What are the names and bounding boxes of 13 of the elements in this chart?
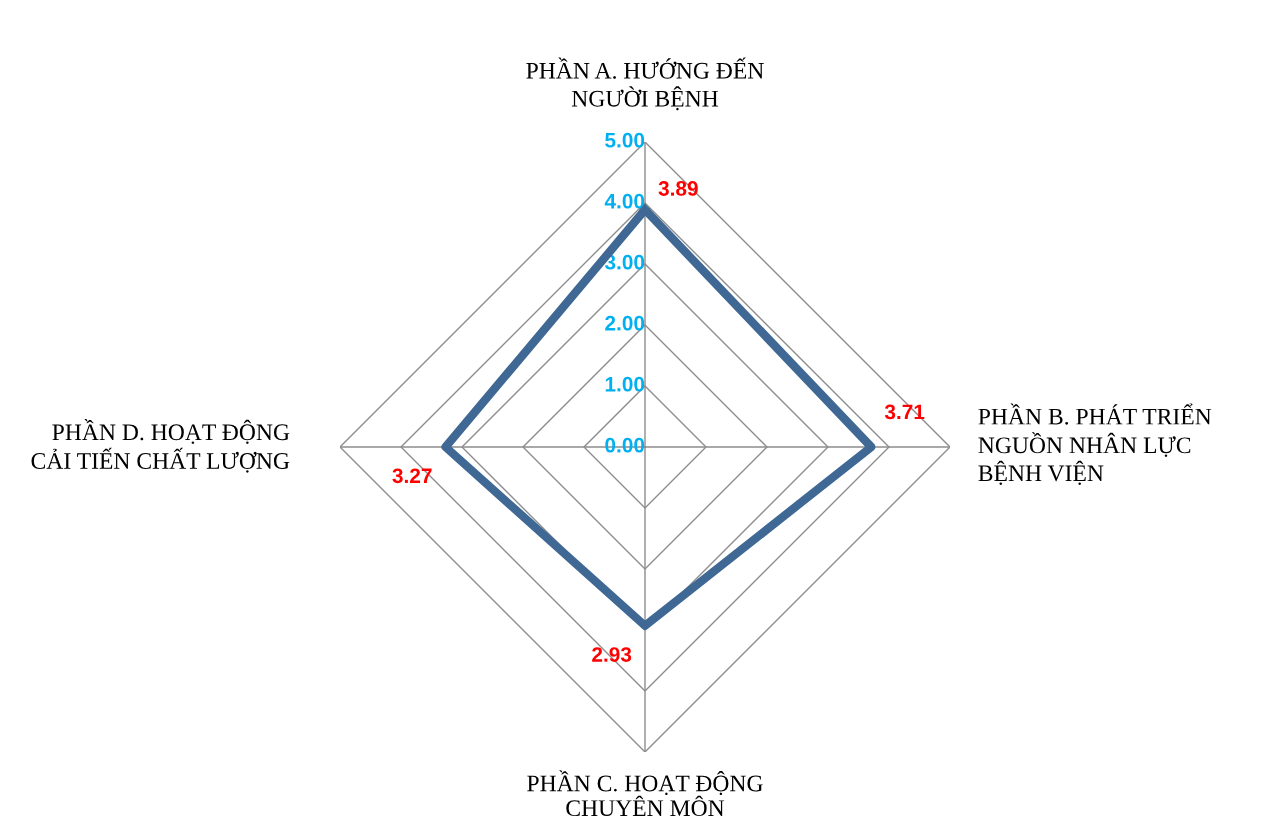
- y-tick-label: 1.00: [605, 376, 645, 392]
- data-label: 3.71: [884, 404, 925, 420]
- spoke-label: PHẦN A. HƯỚNG ĐẾN NGƯỜI BỆNH: [526, 57, 764, 111]
- data-label: 2.93: [592, 647, 632, 662]
- spoke-label: PHẦN B. PHÁT TRIỂN NGUỒN NHÂN LỰC BỆNH VIỆN: [978, 403, 1212, 485]
- y-tick-label: 0.00: [605, 437, 645, 453]
- data-label: 3.27: [392, 468, 432, 484]
- data-label: 3.89: [658, 181, 698, 196]
- spoke-label: PHẦN D. HOẠT ĐỘNG CẢI TIẾN CHẤT LƯỢNG: [31, 419, 290, 473]
- y-tick-label: 4.00: [604, 193, 645, 209]
- y-tick-label: 5.00: [605, 132, 645, 148]
- y-tick-label: 2.00: [605, 315, 645, 331]
- spoke-label: PHẦN C. HOẠT ĐỘNG CHUYÊN MÔN: [527, 770, 763, 817]
